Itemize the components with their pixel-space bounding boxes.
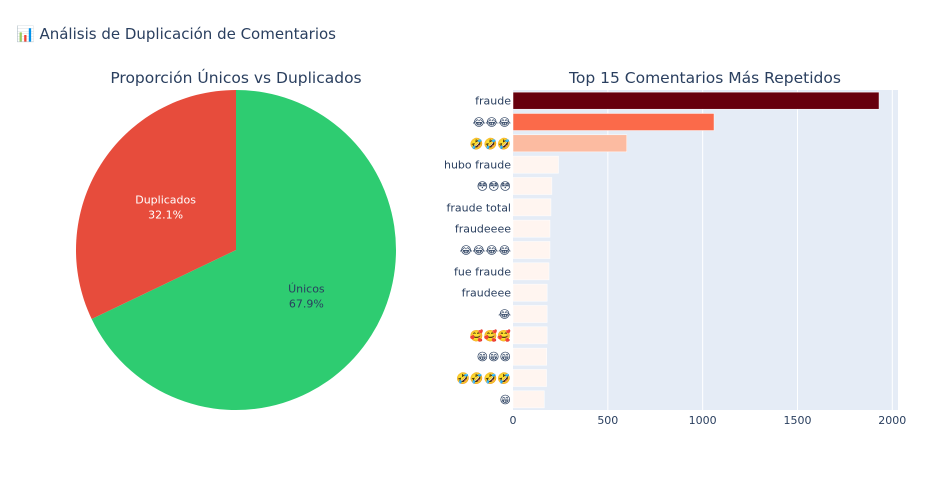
pie-slice-label: Duplicados — [135, 194, 196, 207]
bar-10[interactable] — [512, 283, 548, 302]
bar-y-tick-label: 😂 — [498, 308, 511, 321]
bar-chart-title: Top 15 Comentarios Más Repetidos — [568, 69, 841, 87]
bar-2[interactable] — [512, 113, 715, 131]
bar-y-tick-label: 🤣🤣🤣 — [469, 137, 511, 151]
bar-y-tick-label: 🥰🥰🥰 — [470, 328, 511, 342]
pie-slice-percent: 67.9% — [289, 297, 324, 310]
bar-11[interactable] — [512, 305, 548, 323]
bar-4[interactable] — [512, 155, 559, 174]
bar-chart-icon: 📊 — [16, 25, 35, 43]
bar-x-tick-label: 1000 — [689, 414, 717, 427]
bar-13[interactable] — [512, 347, 548, 366]
bar-gridlines — [607, 90, 893, 410]
bar-x-tick-label: 2000 — [878, 414, 906, 427]
pie-chart: Únicos 67.9% Duplicados 32.1% — [76, 90, 397, 410]
bar-y-tick-label: 😁😁😁 — [477, 351, 511, 364]
bar-x-axis: 0 500 1000 1500 2000 — [510, 414, 907, 427]
bar-y-tick-label: fue fraude — [454, 265, 511, 278]
bar-1[interactable] — [512, 91, 880, 110]
pie-slice-percent: 32.1% — [148, 209, 183, 222]
bar-6[interactable] — [512, 198, 552, 217]
bar-5[interactable] — [512, 177, 553, 195]
bar-chart — [512, 91, 880, 409]
bar-y-axis: fraude 😂😂😂 🤣🤣🤣 hubo fraude 😳😳😳 fraude total fr… — [444, 95, 511, 407]
dashboard-title-text: Análisis de Duplicación de Comentarios — [39, 25, 336, 43]
bar-3[interactable] — [512, 134, 628, 153]
pie-slice--nicos[interactable] — [91, 90, 397, 410]
dashboard-title: 📊 Análisis de Duplicación de Comentarios — [16, 25, 336, 43]
bar-8[interactable] — [512, 241, 551, 259]
bar-y-tick-label: fraude — [475, 95, 511, 108]
bar-y-tick-label: 🤣🤣🤣🤣 — [455, 372, 511, 386]
bar-x-tick-label: 500 — [597, 414, 618, 427]
bar-y-tick-label: fraudeeee — [455, 223, 511, 236]
bar-y-tick-label: 😂😂😂😂 — [460, 244, 512, 257]
bar-y-tick-label: 😁 — [500, 393, 511, 406]
bar-y-tick-label: hubo fraude — [444, 159, 511, 172]
bar-15[interactable] — [512, 390, 545, 409]
bar-y-tick-label: 😂😂😂 — [472, 116, 511, 129]
pie-slice-label: Únicos — [288, 282, 325, 295]
bar-x-tick-label: 0 — [510, 414, 517, 427]
bar-9[interactable] — [512, 262, 550, 281]
pie-slice-duplicados[interactable] — [76, 90, 237, 320]
bar-7[interactable] — [512, 219, 551, 238]
bar-y-tick-label: fraude total — [446, 201, 511, 214]
bar-y-tick-label: fraudeee — [462, 287, 512, 300]
bar-x-tick-label: 1500 — [783, 414, 811, 427]
pie-chart-title: Proporción Únicos vs Duplicados — [110, 68, 361, 87]
bar-y-tick-label: 😳😳😳 — [477, 180, 511, 193]
bar-12[interactable] — [512, 326, 548, 345]
bar-14[interactable] — [512, 369, 547, 387]
